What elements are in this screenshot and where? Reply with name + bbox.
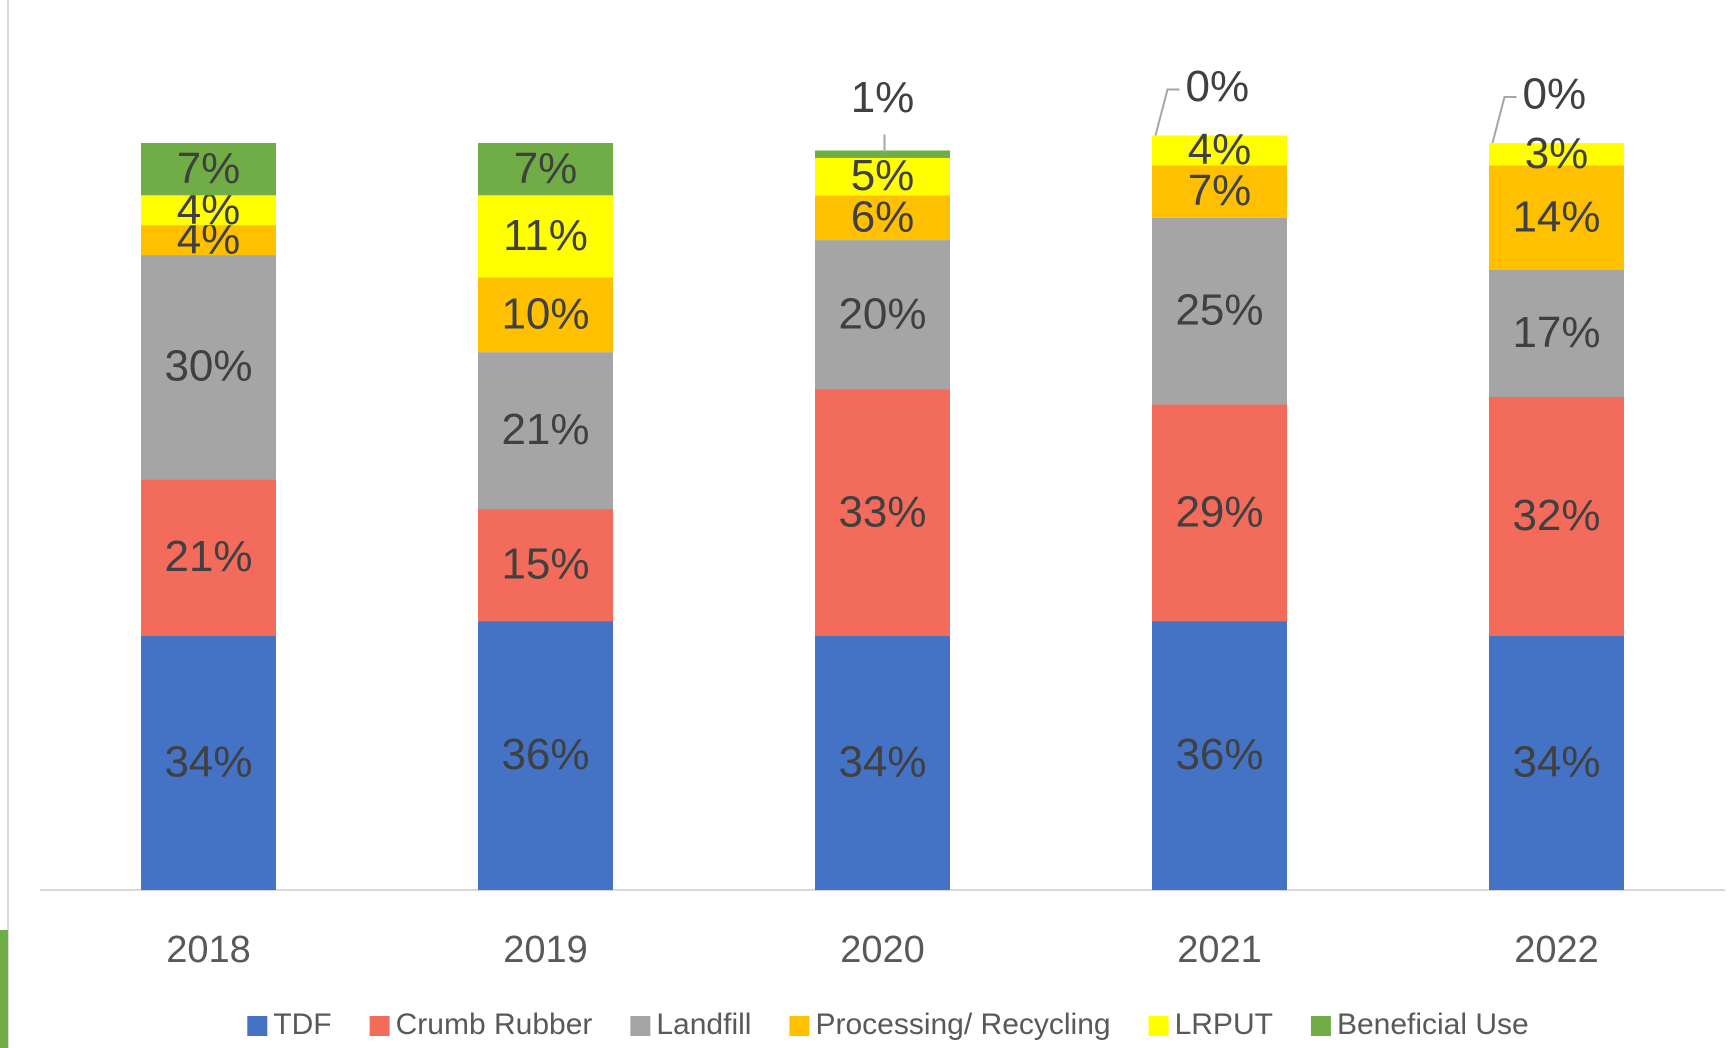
bar-segment: [1152, 217, 1287, 405]
data-label: 7%: [514, 144, 578, 193]
data-label: 7%: [177, 144, 241, 193]
x-tick-label: 2021: [1177, 929, 1262, 971]
bar-segment: [478, 277, 613, 353]
bar-segment: [815, 636, 950, 890]
data-label: 6%: [851, 192, 915, 241]
decoration: [0, 930, 8, 1048]
legend-label: Beneficial Use: [1337, 1008, 1529, 1041]
bar-segment: [1489, 269, 1624, 397]
data-label: 21%: [501, 405, 589, 454]
data-label: 0%: [1523, 70, 1587, 119]
legend-swatch: [247, 1016, 268, 1036]
bar-segment: [815, 389, 950, 637]
bar-segment: [1152, 621, 1287, 890]
bar-segment: [141, 225, 276, 256]
bar-segment: [1489, 396, 1624, 637]
data-label: 25%: [1175, 286, 1263, 335]
legend-label: Landfill: [656, 1008, 751, 1041]
x-tick-label: 2019: [503, 929, 588, 971]
data-label: 5%: [851, 151, 915, 200]
data-label: 33%: [838, 487, 926, 536]
bar-segment: [141, 479, 276, 637]
x-tick-label: 2018: [166, 929, 251, 971]
bar-segment: [141, 636, 276, 890]
bar-segment: [478, 352, 613, 510]
data-label: 30%: [164, 342, 252, 391]
legend-label: Processing/ Recycling: [815, 1008, 1110, 1041]
data-label: 17%: [1512, 308, 1600, 357]
legend-label: TDF: [273, 1008, 331, 1041]
x-tick-label: 2020: [840, 929, 925, 971]
leader-line: [1491, 96, 1517, 144]
data-label: 32%: [1512, 491, 1600, 540]
bar-segment: [1152, 404, 1287, 622]
bar-segment: [815, 195, 950, 241]
legend-swatch: [1310, 1016, 1331, 1036]
bar-segment: [815, 240, 950, 390]
bar-segment: [1152, 135, 1287, 166]
bar-segment: [478, 621, 613, 890]
data-label: 0%: [1186, 62, 1250, 111]
data-label: 36%: [501, 730, 589, 779]
data-label: 36%: [1175, 730, 1263, 779]
data-label: 34%: [1512, 738, 1600, 787]
data-label: 10%: [501, 289, 589, 338]
bar-segment: [815, 150, 950, 158]
bar-segment: [141, 143, 276, 196]
legend-swatch: [369, 1016, 390, 1036]
bar-segment: [478, 143, 613, 196]
legend-label: Crumb Rubber: [396, 1008, 593, 1041]
legend-swatch: [1148, 1016, 1169, 1036]
data-label: 11%: [503, 211, 588, 260]
data-label: 7%: [1188, 166, 1252, 215]
bar-segment: [1489, 636, 1624, 890]
data-label: 34%: [164, 738, 252, 787]
bar-segment: [1489, 165, 1624, 270]
data-label: 14%: [1512, 192, 1600, 241]
data-label: 3%: [1525, 129, 1589, 178]
legend-label: LRPUT: [1175, 1008, 1273, 1041]
bar-segment: [141, 195, 276, 226]
bar-segment: [478, 509, 613, 622]
bar-segment: [478, 195, 613, 278]
bar-segment: [1489, 143, 1624, 166]
legend-swatch: [630, 1016, 651, 1036]
data-label: 29%: [1175, 487, 1263, 536]
bar-segment: [1152, 165, 1287, 218]
data-label: 34%: [838, 738, 926, 787]
data-label: 20%: [838, 289, 926, 338]
x-tick-label: 2022: [1514, 929, 1599, 971]
legend-swatch: [789, 1016, 810, 1036]
data-label: 4%: [1188, 125, 1252, 174]
bar-segment: [815, 157, 950, 196]
data-label: 15%: [501, 540, 589, 589]
bar-segment: [141, 255, 276, 480]
leader-line: [1154, 88, 1180, 136]
data-label: 21%: [164, 532, 252, 581]
data-label: 1%: [851, 73, 915, 122]
